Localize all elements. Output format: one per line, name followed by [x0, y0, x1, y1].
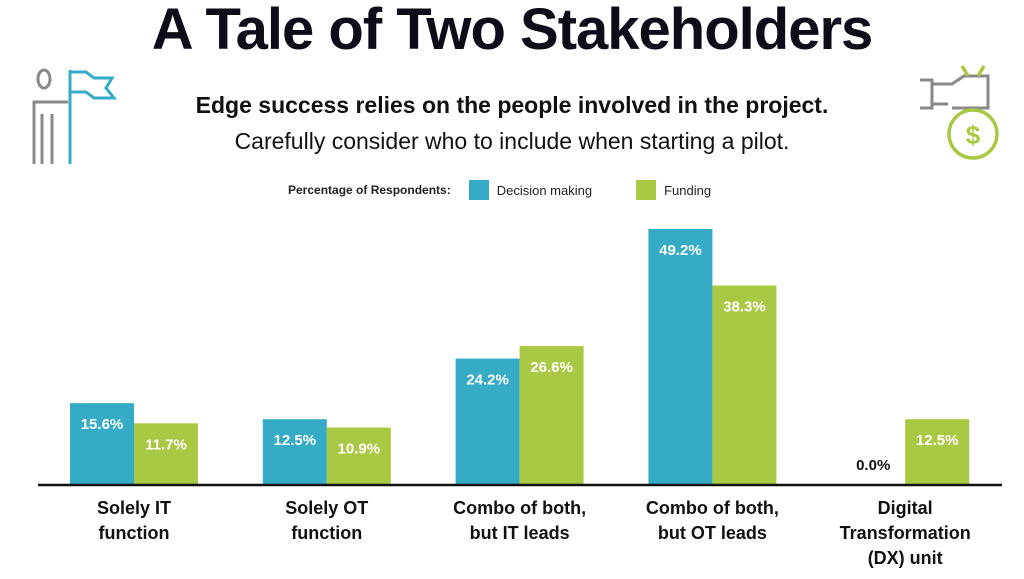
- category-label: Combo of both, but OT leads: [622, 496, 802, 546]
- data-label: 12.5%: [916, 432, 959, 449]
- bar-funding-2: [519, 346, 584, 484]
- page-title: A Tale of Two Stakeholders: [151, 0, 874, 62]
- category-label-line: Solely IT: [96, 498, 172, 518]
- category-label-line: Digital: [877, 498, 933, 518]
- data-label: 49.2%: [659, 242, 702, 259]
- data-label: 38.3%: [723, 298, 766, 315]
- category-label-line: Combo of both,: [453, 498, 587, 518]
- category-label: Solely IT function: [44, 496, 224, 546]
- category-label-line: function: [98, 523, 170, 543]
- svg-text:$: $: [966, 120, 981, 150]
- person-with-flag-icon: [32, 68, 118, 164]
- legend-label: Percentage of Respondents:: [288, 183, 451, 197]
- data-label: 26.6%: [530, 359, 573, 376]
- category-label: Digital Transformation (DX) unit: [815, 496, 995, 571]
- bar-funding-3: [712, 285, 777, 484]
- legend-item-funding: Funding: [664, 182, 712, 198]
- bar-funding-0: [134, 423, 198, 484]
- category-label-line: function: [291, 523, 363, 543]
- category-label-line: Combo of both,: [645, 498, 779, 518]
- category-label-line: Solely OT: [285, 498, 369, 518]
- category-label-line: (DX) unit: [867, 548, 943, 568]
- data-label: 12.5%: [274, 432, 317, 449]
- category-label: Combo of both, but IT leads: [430, 496, 610, 546]
- category-label: Solely OT function: [237, 496, 417, 546]
- category-label-line: Transformation: [839, 523, 971, 543]
- legend-item-decision: Decision making: [496, 182, 593, 198]
- bar-decision-0: [70, 403, 134, 484]
- bar-decision-2: [455, 358, 520, 484]
- category-label-line: but IT leads: [469, 523, 570, 543]
- subtitle-bold: Edge success relies on the people involv…: [195, 92, 829, 118]
- category-label-line: but OT leads: [657, 523, 767, 543]
- legend: Percentage of Respondents: Decision maki…: [288, 180, 711, 200]
- data-label: 24.2%: [466, 372, 509, 389]
- bar-funding-1: [326, 427, 391, 484]
- subtitle: Carefully consider who to include when s…: [234, 128, 790, 154]
- data-label: 15.6%: [81, 416, 124, 433]
- bar-funding-4: [905, 419, 970, 484]
- data-label: 0.0%: [856, 457, 890, 474]
- data-label: 11.7%: [145, 436, 187, 453]
- bar-decision-3: [648, 229, 713, 484]
- money-bag-hand-icon: $: [920, 65, 999, 160]
- data-label: 10.9%: [338, 441, 381, 458]
- legend-swatch-funding: [636, 180, 657, 200]
- legend-swatch-decision: [468, 180, 489, 200]
- bar-decision-1: [262, 419, 327, 484]
